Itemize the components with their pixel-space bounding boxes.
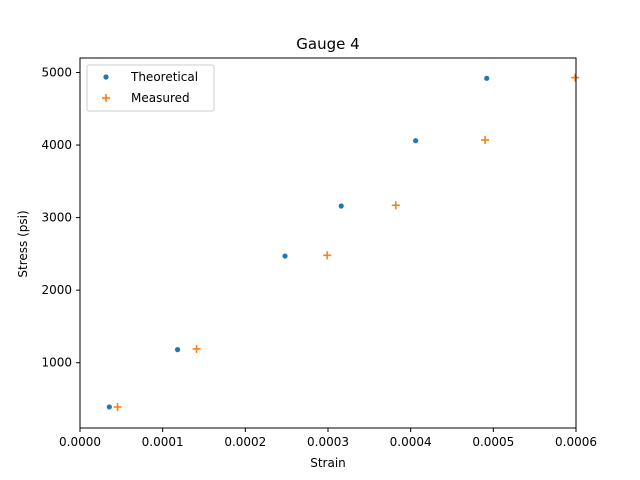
axes: 0.0000 0.0001 0.0002 0.0003 0.0004 0.0005 0.00… — [41, 57, 597, 449]
legend-marker-measured — [102, 94, 110, 102]
measured-point — [481, 135, 490, 144]
measured-point — [391, 201, 400, 210]
y-tick-label: 2000 — [41, 283, 72, 297]
legend-label-theoretical: Theoretical — [130, 70, 198, 84]
x-tick-label: 0.0004 — [390, 435, 432, 449]
measured-point — [113, 402, 122, 411]
theoretical-point — [484, 75, 490, 81]
legend-box — [86, 64, 215, 112]
theoretical-point — [174, 347, 181, 353]
theoretical-point — [106, 404, 112, 410]
measured-point — [571, 73, 580, 82]
x-axis-label: Strain — [310, 456, 346, 470]
theoretical-point — [282, 253, 288, 259]
legend: Theoretical Measured — [86, 64, 215, 112]
theoretical-point — [338, 203, 344, 209]
legend-marker-theoretical — [103, 74, 109, 80]
x-tick-label: 0.0000 — [59, 435, 101, 449]
y-tick-label: 3000 — [41, 211, 72, 225]
y-tick-label: 5000 — [41, 66, 72, 80]
chart-title: Gauge 4 — [296, 35, 359, 53]
x-tick-label: 0.0003 — [307, 435, 349, 449]
measured-point — [192, 344, 201, 353]
x-tick-label: 0.0006 — [555, 435, 597, 449]
theoretical-point — [413, 138, 419, 144]
y-tick-label: 4000 — [41, 138, 72, 152]
y-axis-label: Stress (psi) — [16, 210, 30, 277]
x-tick-label: 0.0002 — [224, 435, 266, 449]
plot-marks — [106, 73, 580, 411]
x-tick-label: 0.0005 — [472, 435, 514, 449]
measured-point — [323, 251, 332, 260]
x-tick-label: 0.0001 — [142, 435, 184, 449]
legend-label-measured: Measured — [131, 91, 190, 105]
y-tick-label: 1000 — [41, 356, 72, 370]
